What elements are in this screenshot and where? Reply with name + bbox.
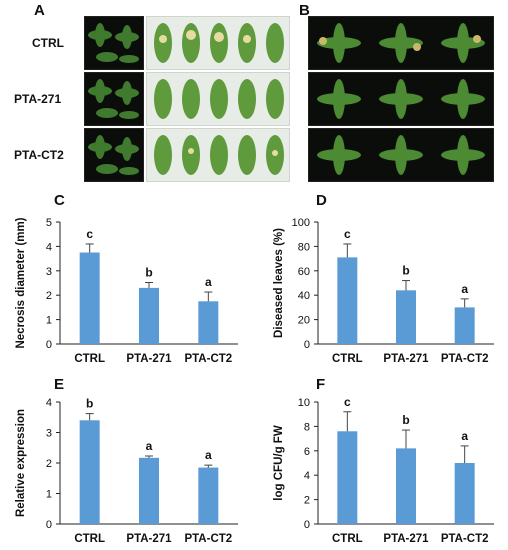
y-axis-label: Necrosis diameter (mm) (15, 217, 27, 348)
photo-b-pta271 (308, 72, 494, 126)
y-tick-label: 6 (304, 446, 310, 458)
panel-label-d: D (316, 192, 327, 209)
panel-label-c: C (54, 192, 65, 209)
bar-pta-ct2 (198, 301, 219, 344)
bar-pta-271 (139, 287, 159, 344)
y-tick-label: 5 (46, 217, 52, 229)
significance-letter: c (344, 227, 351, 241)
panel-label-f: F (316, 376, 326, 393)
y-tick-label: 10 (298, 397, 310, 409)
significance-letter: b (402, 413, 409, 427)
panel-label-a: A (34, 2, 45, 19)
category-label: PTA-CT2 (441, 353, 489, 365)
significance-letter: a (205, 275, 212, 289)
category-label: PTA-CT2 (184, 533, 232, 545)
leaves-image (154, 135, 284, 175)
rosette-image (317, 135, 485, 175)
chart-f-log-cfu: 0 2 4 6 8 10 log CFU/g FW c CTRL b PTA-271 a PTA-CT2 (273, 395, 494, 545)
photo-a-ctrl-leaves (146, 16, 290, 70)
photo-a-ptact2-leaves (146, 128, 290, 182)
photo-b-ptact2 (308, 128, 494, 182)
y-tick-label: 0 (304, 339, 310, 351)
significance-letter: b (402, 264, 409, 278)
rosette-image (317, 23, 485, 63)
category-label: PTA-271 (126, 533, 172, 545)
chart-d-diseased-leaves: 0 20 40 60 80 100 Diseased leaves (%) c CTRL b PTA… (273, 217, 494, 365)
category-label: PTA-271 (383, 353, 429, 365)
photo-a-ctrl-plants (84, 16, 144, 70)
category-label: CTRL (74, 353, 105, 365)
significance-letter: b (145, 266, 152, 280)
panel-label-e: E (54, 376, 65, 393)
row-label-ptact2: PTA-CT2 (14, 148, 64, 162)
significance-letter: c (344, 395, 351, 409)
row-label-pta271: PTA-271 (14, 92, 62, 106)
rosette-image (317, 79, 485, 119)
leaves-image (154, 79, 284, 119)
significance-letter: c (86, 227, 93, 241)
significance-letter: a (461, 282, 468, 296)
category-label: CTRL (74, 533, 105, 545)
y-tick-label: 3 (46, 266, 52, 278)
photo-a-pta271-leaves (146, 72, 290, 126)
y-tick-label: 0 (46, 519, 52, 531)
significance-letter: a (205, 448, 212, 462)
y-tick-label: 80 (298, 241, 310, 253)
plant-image (88, 79, 139, 119)
y-tick-label: 1 (46, 489, 52, 501)
significance-letter: a (146, 439, 153, 453)
bar-ctrl (79, 252, 100, 344)
bar-pta-ct2 (454, 307, 475, 344)
chart-c-necrosis-diameter: 0 1 2 3 4 5 Necrosis diameter (mm) c CTRL b PTA-27… (15, 217, 238, 365)
category-label: PTA-CT2 (441, 533, 489, 545)
y-tick-label: 60 (298, 266, 310, 278)
y-tick-label: 2 (46, 290, 52, 302)
y-tick-label: 4 (304, 470, 310, 482)
significance-letter: a (461, 429, 468, 443)
photo-a-ptact2-plants (84, 128, 144, 182)
y-tick-label: 4 (46, 397, 52, 409)
y-axis-label: Relative expression (15, 409, 27, 517)
y-tick-label: 0 (304, 519, 310, 531)
category-label: PTA-271 (126, 353, 172, 365)
y-tick-label: 2 (46, 458, 52, 470)
significance-letter: b (86, 397, 93, 411)
bar-pta-271 (139, 457, 159, 524)
leaves-image (154, 23, 284, 63)
photo-a-pta271-plants (84, 72, 144, 126)
y-tick-label: 2 (304, 495, 310, 507)
y-tick-label: 4 (46, 241, 52, 253)
plant-image (88, 135, 139, 175)
bar-ctrl (337, 431, 358, 524)
category-label: PTA-271 (383, 533, 429, 545)
category-label: PTA-CT2 (184, 353, 232, 365)
y-axis-label: log CFU/g FW (273, 425, 285, 501)
y-tick-label: 8 (304, 421, 310, 433)
category-label: CTRL (332, 533, 363, 545)
category-label: CTRL (332, 353, 363, 365)
bar-pta-271 (396, 290, 416, 344)
bar-pta-271 (396, 448, 416, 524)
y-tick-label: 0 (46, 339, 52, 351)
y-axis-label: Diseased leaves (%) (273, 228, 285, 338)
bar-ctrl (337, 257, 358, 344)
panel-label-b: B (299, 2, 310, 19)
y-tick-label: 40 (298, 290, 310, 302)
bar-ctrl (79, 420, 100, 524)
y-tick-label: 3 (46, 428, 52, 440)
row-label-ctrl: CTRL (32, 36, 64, 50)
y-tick-label: 20 (298, 315, 310, 327)
y-tick-label: 1 (46, 315, 52, 327)
bar-pta-ct2 (454, 463, 475, 524)
photo-b-ctrl (308, 16, 494, 70)
y-tick-label: 100 (292, 217, 310, 229)
chart-e-relative-expression: 0 1 2 3 4 Relative expression b CTRL a PTA-271 a PT… (15, 397, 238, 545)
plant-image (88, 23, 139, 63)
bar-pta-ct2 (198, 467, 219, 524)
